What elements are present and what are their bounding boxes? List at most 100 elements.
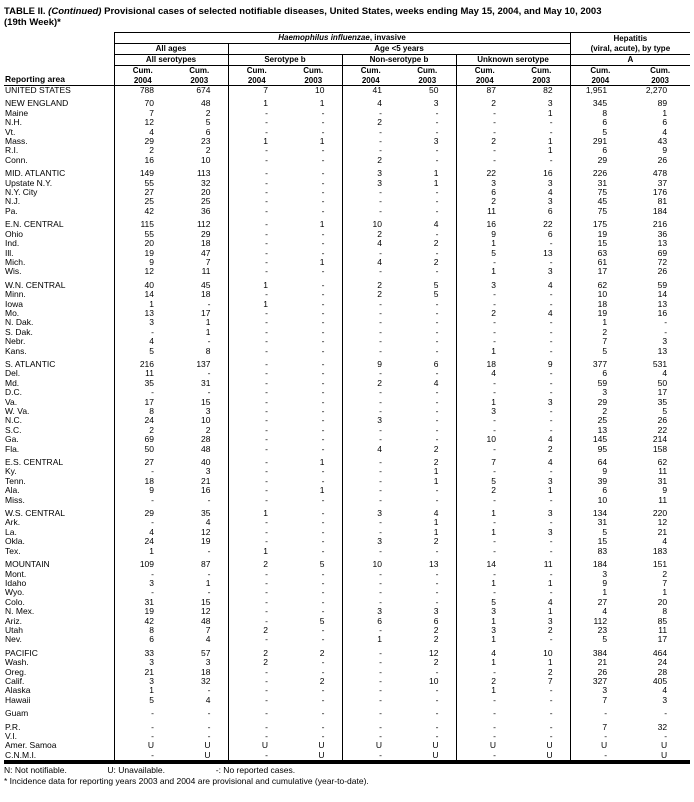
spacer-cell: [227, 505, 285, 510]
value-cell: -: [207, 545, 211, 556]
value-cell: 5: [113, 346, 171, 356]
value-cell: 5: [455, 476, 513, 487]
value-cell: -: [435, 415, 439, 426]
value-cell: -: [341, 336, 399, 347]
value-cell: 16: [455, 219, 513, 230]
reporting-area-cell: C.N.M.I.: [5, 749, 37, 760]
value-cell: 2: [205, 145, 211, 156]
value-cell: -: [321, 377, 325, 388]
value-cell: -: [341, 722, 399, 732]
spacer-cell: [227, 718, 285, 723]
spacer-cell: [341, 165, 399, 170]
value-cell: 29: [201, 228, 211, 239]
value-cell: 5: [569, 634, 631, 645]
value-cell: 5: [455, 248, 513, 258]
value-cell: -: [435, 345, 439, 356]
value-cell: -: [341, 317, 399, 328]
value-cell: 3: [547, 475, 553, 486]
value-cell: 1: [227, 98, 285, 109]
value-cell: 24: [657, 657, 668, 668]
value-cell: -: [435, 387, 439, 398]
table-row: La. 4 12 - - - 1 1 3 5 21: [4, 527, 690, 538]
value-cell: 11: [658, 494, 668, 505]
spacer-cell: [341, 276, 399, 281]
value-cell: 40: [113, 280, 171, 291]
value-cell: -: [549, 466, 553, 477]
value-cell: -: [321, 126, 325, 137]
reporting-area-cell: Del.: [5, 368, 21, 379]
value-cell: -: [341, 495, 399, 506]
cum-2003-header: Cum. 2003: [630, 65, 691, 86]
value-cell: -: [435, 107, 439, 118]
value-cell: 72: [657, 256, 668, 267]
value-cell: 22: [455, 168, 513, 179]
value-cell: -: [435, 596, 439, 607]
value-cell: 1: [227, 136, 285, 147]
value-cell: 3: [113, 657, 171, 668]
value-cell: 29: [569, 155, 631, 166]
value-cell: 37: [657, 177, 668, 188]
spacer-cell: [569, 165, 631, 170]
value-cell: 10: [569, 289, 631, 300]
value-cell: 3: [341, 536, 399, 547]
value-cell: -: [341, 587, 399, 598]
table-row: Wis. 12 11 - - - - 1 3 17 26: [4, 266, 690, 277]
value-cell: -: [321, 606, 325, 617]
value-cell: -: [341, 667, 399, 677]
value-cell: -: [113, 569, 171, 579]
table-row: Fla. 50 48 - - 4 2 - 2 95 158: [4, 444, 690, 455]
value-cell: 10: [455, 434, 513, 445]
value-cell: 50: [113, 444, 171, 455]
value-cell: 28: [657, 666, 668, 677]
value-cell: 4: [205, 517, 211, 528]
spacer-cell: [569, 718, 631, 723]
value-cell: 1: [227, 508, 285, 519]
value-cell: 20: [201, 187, 211, 198]
value-cell: U: [113, 740, 171, 751]
value-cell: 1: [433, 517, 439, 528]
hepatitis-label-line2: (viral, acute), by type: [590, 43, 671, 53]
value-cell: 5: [433, 279, 439, 290]
value-cell: 3: [113, 578, 171, 589]
value-cell: 15: [201, 596, 211, 607]
value-cell: 18: [201, 289, 211, 300]
value-cell: 5: [319, 559, 325, 570]
value-cell: -: [321, 568, 325, 579]
value-cell: 384: [569, 648, 631, 659]
value-cell: 226: [569, 168, 631, 179]
value-cell: 1: [205, 577, 211, 588]
value-cell: -: [321, 685, 325, 696]
table-row: R.I. 2 2 - - - - - 1 6 9: [4, 145, 690, 156]
value-cell: U: [432, 749, 439, 760]
value-cell: 11: [658, 466, 668, 477]
value-cell: 63: [569, 248, 631, 258]
value-cell: -: [549, 731, 553, 741]
value-cell: 1: [227, 280, 285, 291]
spacer-row: [4, 454, 690, 459]
value-cell: -: [341, 197, 399, 207]
value-cell: -: [227, 495, 285, 506]
cum-2003-header: Cum. 2003: [171, 65, 228, 86]
value-cell: 3: [113, 676, 171, 687]
value-cell: -: [227, 229, 285, 240]
value-cell: 16: [201, 485, 211, 496]
value-cell: -: [435, 368, 439, 379]
value-cell: 35: [201, 508, 211, 519]
value-cell: -: [435, 424, 439, 435]
table-row: Miss. - - - - - - - - 10 11: [4, 494, 690, 506]
value-cell: 7: [569, 336, 631, 347]
value-cell: -: [321, 508, 325, 519]
value-cell: -: [227, 731, 285, 742]
value-cell: 8: [569, 108, 631, 119]
value-cell: -: [227, 308, 285, 319]
value-cell: -: [321, 228, 325, 239]
reporting-area-cell: Mass.: [5, 136, 28, 147]
value-cell: 2: [433, 457, 439, 468]
reporting-area-cell: Ky.: [5, 466, 17, 477]
value-cell: 15: [201, 396, 211, 407]
value-cell: 1: [433, 475, 439, 486]
reporting-area-cell: Wash.: [5, 657, 29, 668]
reporting-area-cell: Ohio: [5, 228, 23, 239]
value-cell: 13: [429, 559, 439, 570]
value-cell: -: [227, 406, 285, 417]
